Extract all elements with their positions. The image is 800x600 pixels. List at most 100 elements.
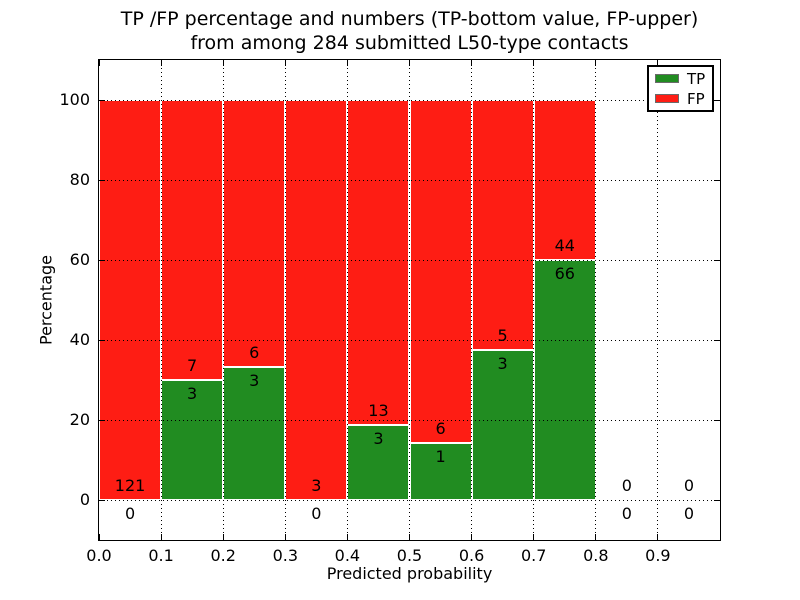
- bar-tp-segment: [471, 350, 534, 500]
- y-tick-mark: [99, 259, 105, 261]
- x-tick-label: 0.6: [458, 546, 485, 565]
- gridline-vertical: [346, 60, 348, 540]
- x-tick-mark: [160, 534, 162, 540]
- fp-count-label: 13: [368, 401, 389, 420]
- tp-legend-label: TP: [687, 69, 706, 88]
- fp-count-label: 5: [497, 326, 508, 345]
- x-tick-label: 0.8: [583, 546, 609, 565]
- x-tick-mark-top: [222, 60, 224, 66]
- y-tick-label: 60: [69, 250, 90, 269]
- legend-item-tp: TP: [655, 71, 706, 87]
- x-tick-mark: [346, 534, 348, 540]
- fp-legend-label: FP: [687, 89, 705, 108]
- gridline-vertical: [284, 60, 286, 540]
- y-tick-mark-right: [714, 259, 720, 261]
- tp-count-label: 3: [249, 370, 260, 390]
- y-tick-label: 40: [69, 330, 90, 349]
- x-axis-label: Predicted probability: [326, 564, 493, 583]
- bar-tp-segment: [409, 442, 472, 500]
- x-tick-label: 0.2: [210, 546, 236, 565]
- tp-count-label: 0: [124, 504, 136, 523]
- fp-count-label: 3: [311, 476, 322, 495]
- y-tick-label: 80: [69, 170, 90, 189]
- x-tick-mark-top: [160, 60, 162, 66]
- y-tick-label: 100: [59, 90, 90, 109]
- legend: TP FP: [647, 65, 714, 112]
- tp-count-label: 0: [621, 504, 632, 523]
- fp-count-label: 0: [683, 476, 695, 495]
- fp-count-label: 0: [621, 476, 632, 495]
- fp-count-label: 6: [435, 418, 446, 438]
- x-tick-label: 0.0: [86, 546, 112, 565]
- tp-count-label: 3: [373, 429, 384, 448]
- tp-count-label: 3: [497, 354, 508, 373]
- y-tick-mark-right: [714, 99, 720, 101]
- y-tick-mark: [99, 419, 105, 421]
- fp-legend-swatch: [655, 94, 679, 103]
- bar-tp-segment: [533, 260, 596, 500]
- y-tick-mark-right: [714, 499, 720, 501]
- chart-title-line2: from among 284 submitted L50-type contac…: [190, 32, 629, 54]
- fp-count-label: 44: [554, 236, 575, 255]
- x-tick-mark: [533, 534, 535, 540]
- bar-tp-segment: [161, 380, 224, 500]
- x-tick-mark: [222, 534, 224, 540]
- gridline-horizontal: [99, 259, 720, 261]
- gridline-vertical: [657, 60, 659, 540]
- x-tick-mark: [595, 534, 597, 540]
- x-tick-mark: [471, 534, 473, 540]
- x-tick-label: 0.9: [645, 546, 671, 565]
- x-tick-mark-top: [346, 60, 348, 66]
- x-tick-mark-top: [284, 60, 286, 66]
- fp-count-label: 6: [249, 342, 260, 362]
- x-tick-mark-top: [409, 60, 410, 66]
- tp-count-label: 3: [187, 384, 198, 403]
- bar-fp-segment: [161, 100, 224, 380]
- gridline-vertical: [471, 60, 473, 540]
- gridline-horizontal: [99, 339, 720, 341]
- x-tick-mark: [657, 534, 659, 540]
- x-tick-label: 0.7: [520, 546, 547, 565]
- bar-fp-segment: [347, 100, 410, 425]
- x-tick-mark-top: [595, 60, 597, 66]
- x-tick-label: 0.4: [334, 546, 361, 565]
- gridline-vertical: [533, 60, 535, 540]
- gridline-vertical: [160, 60, 162, 540]
- tp-legend-swatch: [655, 74, 679, 83]
- y-tick-label: 20: [69, 410, 90, 429]
- y-tick-mark: [99, 499, 105, 501]
- bar-fp-segment: [471, 100, 534, 350]
- chart-title: TP /FP percentage and numbers (TP-bottom…: [99, 7, 720, 55]
- legend-item-fp: FP: [655, 91, 706, 107]
- tp-count-label: 1: [435, 446, 446, 466]
- chart-title-line1: TP /FP percentage and numbers (TP-bottom…: [120, 8, 699, 30]
- bar-tp-segment: [223, 366, 286, 500]
- tp-count-label: 0: [311, 504, 322, 523]
- y-tick-label: 0: [79, 490, 90, 509]
- x-tick-mark-top: [657, 60, 659, 66]
- y-tick-mark-right: [714, 339, 720, 341]
- y-tick-mark-right: [714, 179, 720, 181]
- y-tick-mark: [99, 339, 105, 341]
- x-tick-mark: [98, 534, 100, 540]
- gridline-horizontal: [99, 419, 720, 421]
- x-tick-mark-top: [471, 60, 473, 66]
- gridline-vertical: [409, 60, 410, 540]
- bar-fp-segment: [99, 100, 162, 500]
- bar-fp-segment: [285, 100, 348, 500]
- y-tick-mark-right: [714, 419, 720, 421]
- x-tick-mark: [409, 534, 410, 540]
- bar-fp-segment: [223, 100, 286, 367]
- gridline-horizontal: [99, 499, 720, 501]
- gridline-vertical: [222, 60, 224, 540]
- bar-fp-segment: [409, 100, 472, 443]
- x-tick-mark-top: [98, 60, 100, 66]
- gridline-horizontal: [99, 99, 720, 101]
- fp-count-label: 121: [114, 476, 146, 495]
- x-tick-mark: [284, 534, 286, 540]
- gridline-vertical: [595, 60, 597, 540]
- fp-count-label: 7: [187, 356, 198, 375]
- y-tick-mark: [99, 179, 105, 181]
- x-tick-label: 0.3: [272, 546, 299, 565]
